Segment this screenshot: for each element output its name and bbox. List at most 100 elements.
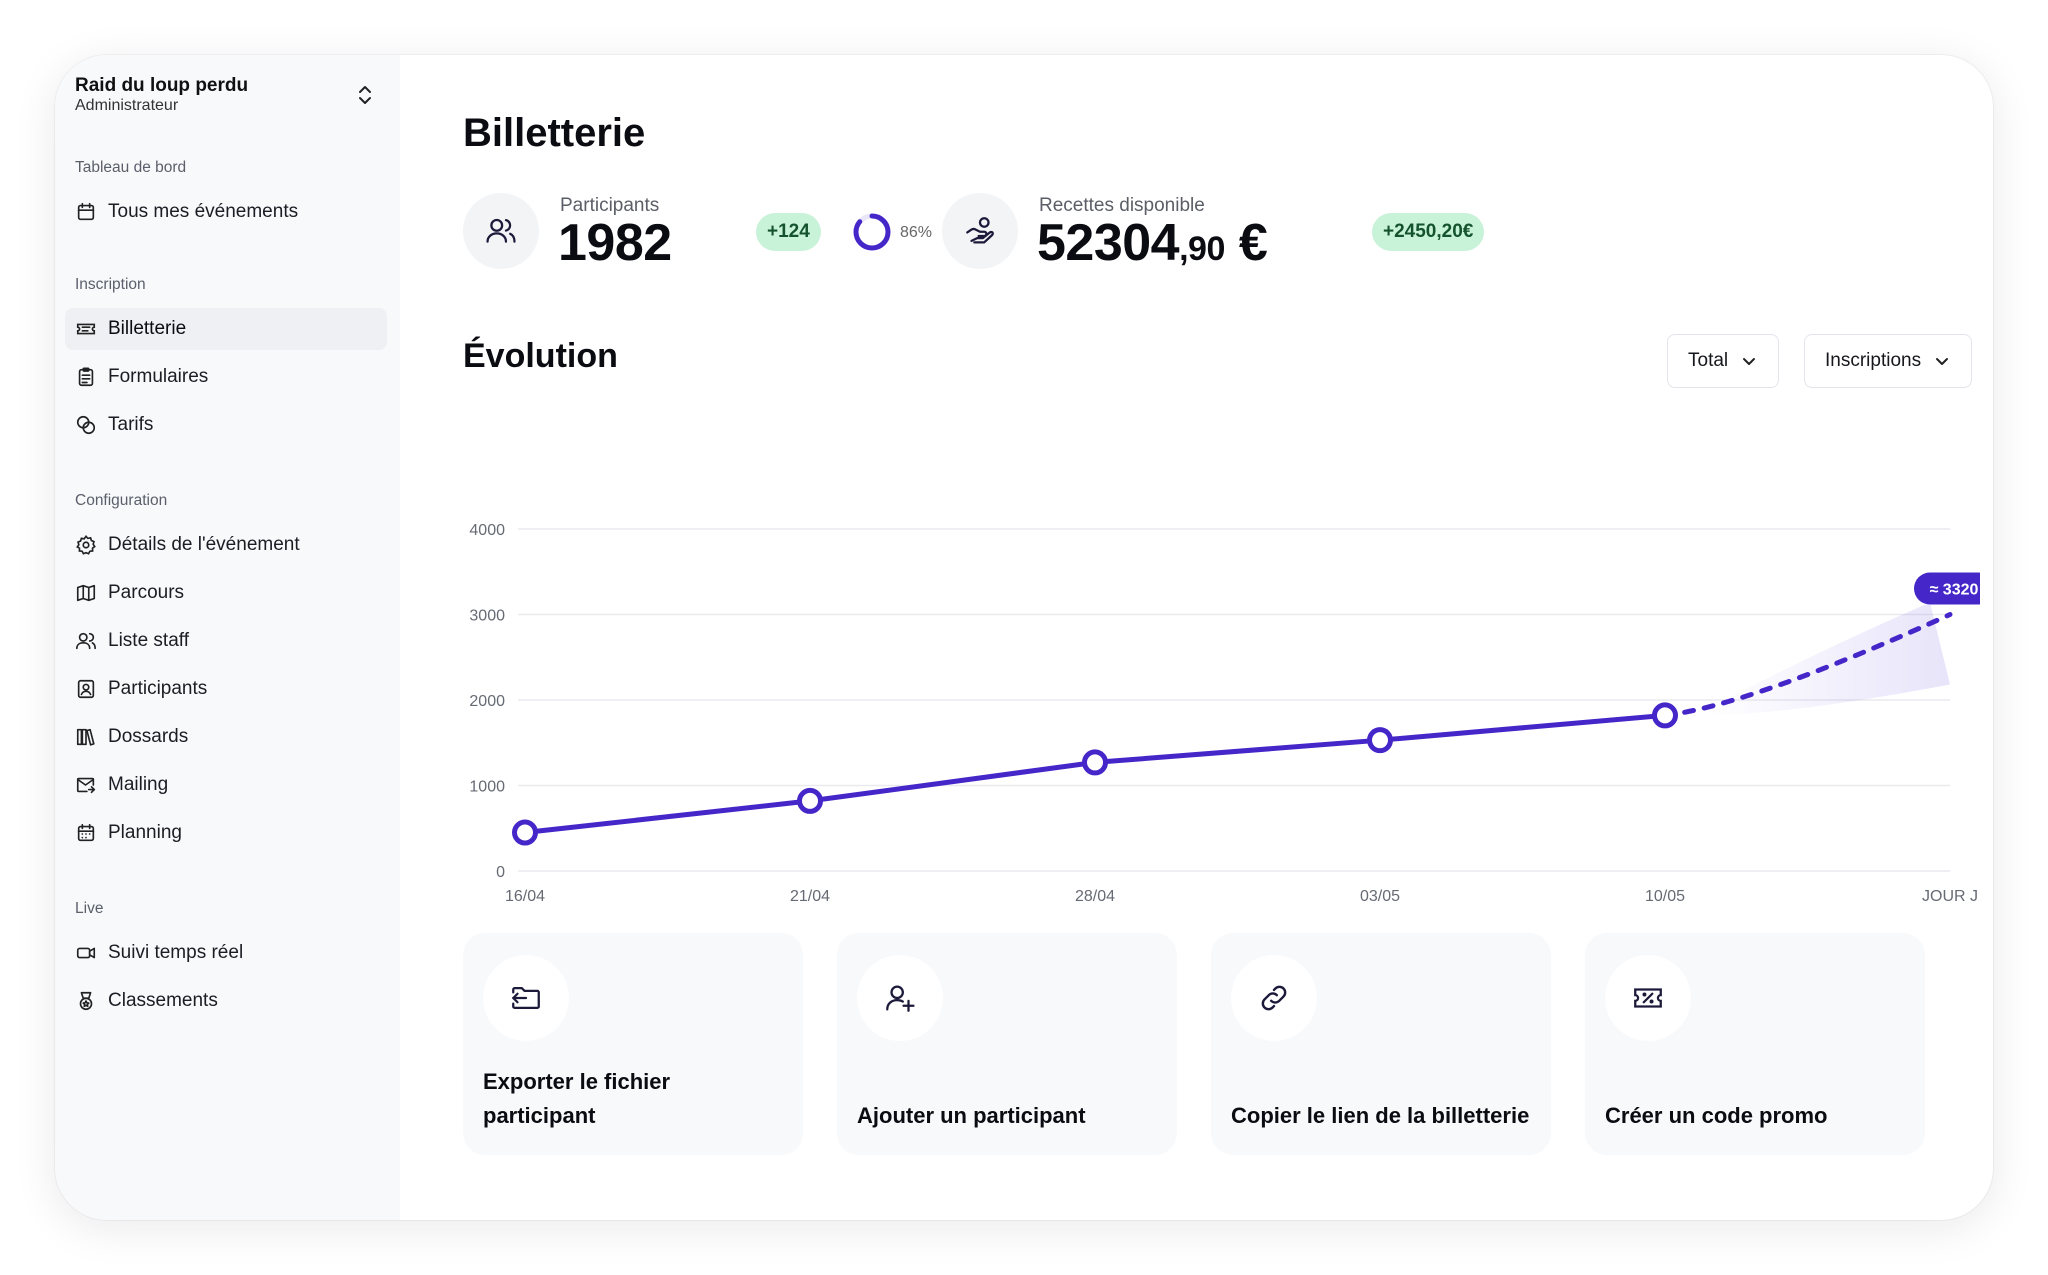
link-icon — [1261, 985, 1287, 1011]
data-point — [1367, 727, 1393, 754]
sidebar-item-classements[interactable]: Classements — [65, 980, 387, 1022]
x-tick-label: 16/04 — [505, 888, 545, 905]
export-participants-card[interactable]: Exporter le fichier participant — [463, 933, 803, 1155]
participants-label: Participants — [560, 195, 660, 216]
promo-icon-wrap — [1605, 955, 1691, 1041]
sidebar-item-events[interactable]: Tous mes événements — [65, 191, 387, 233]
map-icon — [76, 584, 96, 602]
sidebar-item-label: Parcours — [108, 582, 185, 603]
sidebar-item-label: Planning — [108, 822, 182, 843]
y-tick-label: 3000 — [469, 608, 505, 625]
revenue-delta-badge: +2450,20€ — [1372, 213, 1485, 251]
section-dashboard: Tableau de bord — [75, 159, 187, 176]
revenue-currency: € — [1238, 214, 1268, 272]
sidebar-item-label: Participants — [108, 678, 208, 699]
sidebar-item-label: Formulaires — [108, 366, 209, 387]
x-tick-label: 28/04 — [1075, 888, 1115, 905]
export-icon-wrap — [483, 955, 569, 1041]
sidebar-item-dossards[interactable]: Dossards — [65, 716, 387, 758]
clipboard-icon — [78, 367, 94, 387]
org-switcher[interactable]: Raid du loup perdu Administrateur — [75, 75, 385, 131]
sidebar-item-parcours[interactable]: Parcours — [65, 572, 387, 614]
books-icon — [76, 728, 95, 746]
mail-send-icon — [76, 777, 96, 794]
sidebar-item-billetterie[interactable]: Billetterie — [65, 308, 387, 350]
id-badge-icon — [77, 679, 95, 699]
sidebar-item-details[interactable]: Détails de l'événement — [65, 524, 387, 566]
ticket-percent-icon — [1634, 988, 1662, 1008]
add-icon-wrap — [857, 955, 943, 1041]
evolution-title: Évolution — [463, 337, 618, 375]
copy-link-label: Copier le lien de la billetterie — [1231, 1103, 1530, 1128]
x-tick-label: 10/05 — [1645, 888, 1685, 905]
section-live: Live — [75, 900, 104, 917]
inscriptions-dropdown-label: Inscriptions — [1825, 350, 1922, 371]
revenue-stat-icon — [942, 193, 1018, 269]
sidebar: Raid du loup perdu Administrateur Tablea… — [55, 55, 400, 1220]
sidebar-item-label: Tarifs — [108, 414, 154, 435]
sidebar-item-planning[interactable]: Planning — [65, 812, 387, 854]
x-tick-label: 03/05 — [1360, 888, 1400, 905]
chevron-down-icon — [1743, 358, 1756, 365]
data-point — [797, 787, 823, 814]
users-icon — [486, 218, 516, 243]
page-title: Billetterie — [463, 111, 646, 155]
x-tick-label: 21/04 — [790, 888, 830, 905]
section-configuration: Configuration — [75, 492, 168, 509]
total-dropdown-label: Total — [1688, 350, 1729, 371]
copy-icon-wrap — [1231, 955, 1317, 1041]
data-point — [512, 819, 538, 846]
y-tick-label: 4000 — [469, 522, 505, 539]
sidebar-item-label: Billetterie — [108, 318, 187, 339]
user-plus-icon — [886, 985, 915, 1012]
app-window: Raid du loup perdu Administrateur Tablea… — [55, 55, 1993, 1220]
sidebar-item-tarifs[interactable]: Tarifs — [65, 404, 387, 446]
data-point — [1652, 702, 1678, 729]
sidebar-item-label: Tous mes événements — [108, 201, 299, 222]
total-dropdown[interactable]: Total — [1667, 334, 1780, 388]
evolution-chart: 4000 3000 2000 1000 016/04 21/04 28/04 03/05 10/… — [469, 522, 1980, 905]
calendar-icon — [77, 202, 95, 221]
participants-percent: 86% — [900, 224, 933, 241]
copy-link-card[interactable]: Copier le lien de la billetterie — [1211, 933, 1551, 1155]
sidebar-item-mailing[interactable]: Mailing — [65, 764, 387, 806]
y-tick-label: 0 — [496, 864, 505, 881]
create-promo-label: Créer un code promo — [1605, 1103, 1828, 1128]
coins-icon — [76, 415, 96, 435]
folder-export-icon — [512, 986, 540, 1010]
revenue-value-int: 52304 — [1037, 214, 1180, 272]
sidebar-item-staff[interactable]: Liste staff — [65, 620, 387, 662]
main-content: Billetterie Participants 1982 +124 86% R… — [400, 55, 1993, 1220]
sidebar-item-participants[interactable]: Participants — [65, 668, 387, 710]
add-participant-card[interactable]: Ajouter un participant — [837, 933, 1177, 1155]
hand-coins-icon — [966, 217, 994, 244]
inscriptions-dropdown[interactable]: Inscriptions — [1804, 334, 1973, 388]
sidebar-item-label: Mailing — [108, 774, 169, 795]
revenue-label: Recettes disponible — [1039, 195, 1205, 216]
y-tick-label: 1000 — [469, 779, 505, 796]
revenue-value: 52304,90 € — [1037, 213, 1268, 273]
video-icon — [76, 947, 96, 959]
sidebar-item-label: Dossards — [108, 726, 189, 747]
participants-delta-badge: +124 — [756, 213, 821, 251]
create-promo-card[interactable]: Créer un code promo — [1585, 933, 1925, 1155]
revenue-value-dec: ,90 — [1179, 230, 1225, 268]
progress-ring — [853, 213, 891, 251]
chevron-up-down-icon — [359, 86, 371, 104]
export-participants-label: Exporter le fichier participant — [483, 1069, 671, 1128]
sidebar-item-suivi[interactable]: Suivi temps réel — [65, 932, 387, 974]
sidebar-item-label: Liste staff — [108, 630, 189, 651]
section-inscription: Inscription — [75, 276, 146, 293]
chevron-down-icon — [1936, 358, 1949, 365]
users-stat-icon — [463, 193, 539, 269]
sidebar-item-formulaires[interactable]: Formulaires — [65, 356, 387, 398]
sidebar-item-label: Suivi temps réel — [108, 942, 244, 963]
sidebar-item-label: Classements — [108, 990, 218, 1011]
participants-value: 1982 — [558, 214, 672, 272]
sidebar-item-label: Détails de l'événement — [108, 534, 300, 555]
org-role: Administrateur — [75, 97, 179, 114]
add-participant-label: Ajouter un participant — [857, 1103, 1086, 1128]
x-tick-label: JOUR J — [1922, 888, 1978, 905]
series-line-forecast — [1662, 612, 1953, 718]
data-point — [1082, 749, 1108, 776]
